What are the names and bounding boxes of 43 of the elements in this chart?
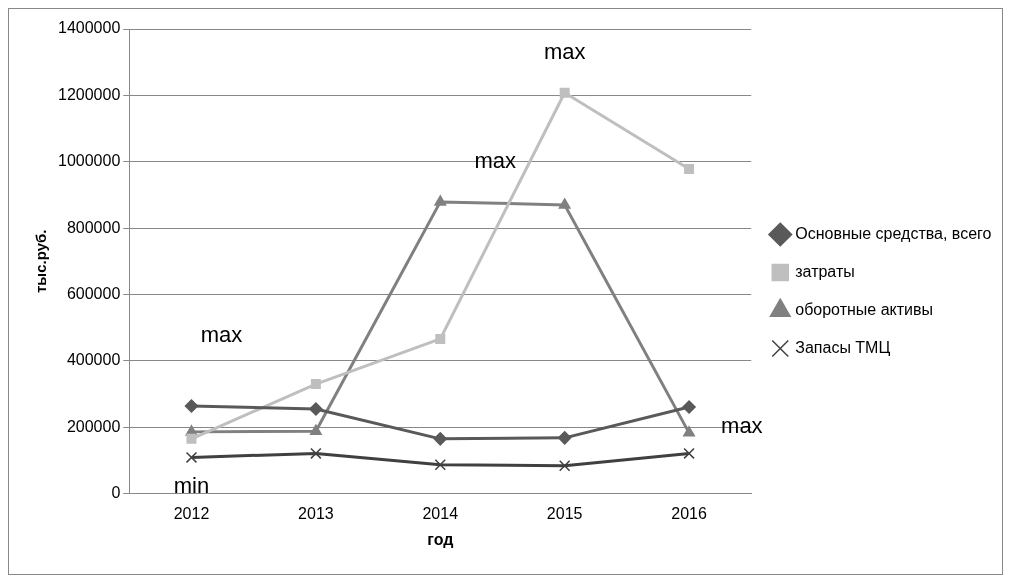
annotation: min — [173, 473, 210, 499]
y-tick-label: 600000 — [66, 284, 121, 302]
point — [433, 432, 448, 446]
x-tick-label: 2015 — [546, 504, 583, 522]
point — [310, 447, 322, 460]
x-tick-label: 2012 — [173, 504, 210, 522]
annotation: max — [721, 413, 763, 439]
point — [557, 431, 572, 445]
legend-label: оборотные активы — [795, 300, 934, 318]
point — [186, 433, 197, 444]
legend-label: Основные средства, всего — [795, 224, 992, 242]
point — [184, 399, 199, 413]
point — [434, 195, 447, 206]
y-tick-label: 400000 — [66, 351, 121, 369]
y-axis-title: тыс.руб. — [32, 229, 50, 293]
y-tick-label: 1200000 — [57, 85, 121, 103]
y-tick-label: 200000 — [66, 417, 121, 435]
annotation: max — [543, 38, 586, 64]
point — [309, 402, 323, 416]
point — [309, 424, 322, 435]
point — [559, 87, 570, 98]
point — [434, 459, 446, 471]
legend-label: Запасы ТМЦ — [795, 338, 891, 356]
x-axis-title: год — [427, 530, 454, 548]
point — [310, 379, 321, 390]
y-tick-label: 1000000 — [57, 152, 121, 170]
point — [683, 426, 695, 437]
y-tick-label: 0 — [111, 484, 121, 502]
point — [558, 460, 571, 472]
point — [683, 447, 695, 460]
annotation: max — [474, 147, 517, 173]
y-tick-label: 800000 — [66, 218, 121, 236]
x-tick-label: 2014 — [422, 504, 459, 522]
y-tick-label: 1400000 — [57, 19, 121, 37]
x-tick-label: 2016 — [671, 504, 707, 522]
legend-label: затраты — [795, 262, 855, 280]
point — [682, 400, 696, 414]
point — [185, 451, 198, 464]
point — [435, 333, 446, 344]
point — [684, 164, 695, 175]
point — [558, 198, 571, 209]
annotation: max — [200, 322, 243, 348]
x-tick-label: 2013 — [298, 504, 334, 522]
